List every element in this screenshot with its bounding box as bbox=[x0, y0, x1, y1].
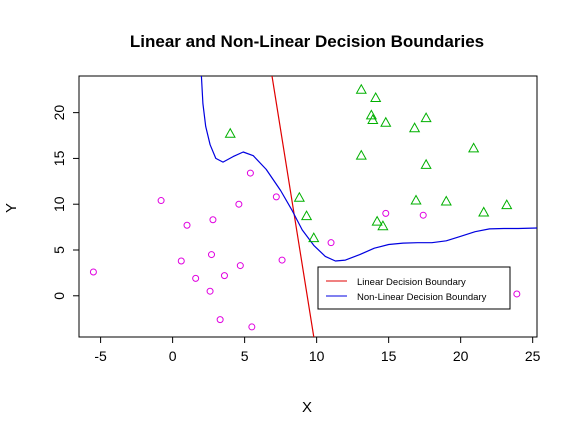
circle-point bbox=[209, 216, 217, 224]
triangle-point bbox=[308, 232, 320, 243]
circle-point bbox=[208, 251, 216, 259]
x-tick-label: 10 bbox=[309, 348, 325, 364]
circle-point bbox=[236, 262, 244, 270]
x-tick-label: -5 bbox=[94, 348, 107, 364]
circle-point bbox=[327, 239, 335, 247]
circle-point bbox=[89, 268, 97, 276]
x-tick-label: 0 bbox=[169, 348, 177, 364]
circle-point bbox=[177, 257, 185, 265]
triangle-point bbox=[293, 191, 305, 202]
triangle-point bbox=[408, 122, 421, 133]
circle-point bbox=[157, 197, 165, 205]
triangle-point bbox=[371, 215, 383, 226]
plot-frame bbox=[78, 75, 538, 338]
circle-point bbox=[183, 221, 191, 229]
triangle-point bbox=[377, 220, 389, 231]
circle-point bbox=[513, 290, 521, 298]
triangle-point bbox=[420, 158, 432, 169]
y-tick-label: 0 bbox=[51, 292, 67, 300]
nonlinear-boundary-line bbox=[200, 76, 537, 262]
circle-point bbox=[419, 211, 427, 219]
triangle-point bbox=[367, 113, 379, 124]
triangle-point bbox=[468, 142, 480, 153]
triangle-point bbox=[478, 206, 490, 217]
y-axis-label: Y bbox=[3, 203, 20, 213]
y-tick-label: 10 bbox=[51, 196, 67, 212]
triangle-point bbox=[370, 91, 382, 102]
circle-point bbox=[235, 200, 243, 208]
triangle-point bbox=[501, 199, 513, 210]
circle-point bbox=[220, 272, 228, 280]
plot-area bbox=[89, 76, 537, 337]
circle-point bbox=[248, 323, 256, 331]
x-axis: -5 0 5 10 15 20 25 bbox=[94, 337, 541, 364]
legend-linear-label: Linear Decision Boundary bbox=[357, 277, 466, 288]
circle-point bbox=[278, 256, 286, 264]
triangle-point bbox=[410, 194, 422, 205]
y-tick-label: 15 bbox=[51, 150, 67, 166]
circle-point bbox=[382, 209, 390, 217]
circle-point bbox=[192, 274, 200, 282]
x-tick-label: 5 bbox=[241, 348, 249, 364]
triangle-point bbox=[380, 116, 392, 127]
y-tick-label: 20 bbox=[51, 105, 67, 121]
triangle-point bbox=[355, 83, 367, 94]
legend-box bbox=[317, 266, 511, 310]
circle-point bbox=[246, 169, 254, 177]
chart-title: Linear and Non-Linear Decision Boundarie… bbox=[130, 32, 484, 51]
circle-point bbox=[216, 316, 224, 324]
legend: Linear Decision Boundary Non-Linear Deci… bbox=[317, 266, 511, 310]
triangle-point bbox=[300, 210, 313, 221]
x-tick-label: 25 bbox=[525, 348, 541, 364]
x-tick-label: 15 bbox=[381, 348, 397, 364]
triangle-point bbox=[420, 112, 432, 123]
circle-point bbox=[272, 193, 280, 201]
boundary-lines bbox=[200, 76, 537, 337]
linear-boundary-line bbox=[271, 76, 315, 337]
triangle-point bbox=[224, 127, 236, 138]
legend-nonlinear-label: Non-Linear Decision Boundary bbox=[357, 292, 487, 303]
y-tick-label: 5 bbox=[51, 246, 67, 254]
triangle-point bbox=[365, 109, 377, 120]
x-axis-label: X bbox=[302, 399, 312, 416]
circle-point bbox=[206, 287, 214, 295]
x-tick-label: 20 bbox=[453, 348, 469, 364]
data-points bbox=[89, 83, 521, 331]
triangle-point bbox=[355, 149, 367, 160]
y-axis: 0 5 10 15 20 bbox=[51, 105, 79, 300]
triangle-point bbox=[440, 195, 452, 206]
